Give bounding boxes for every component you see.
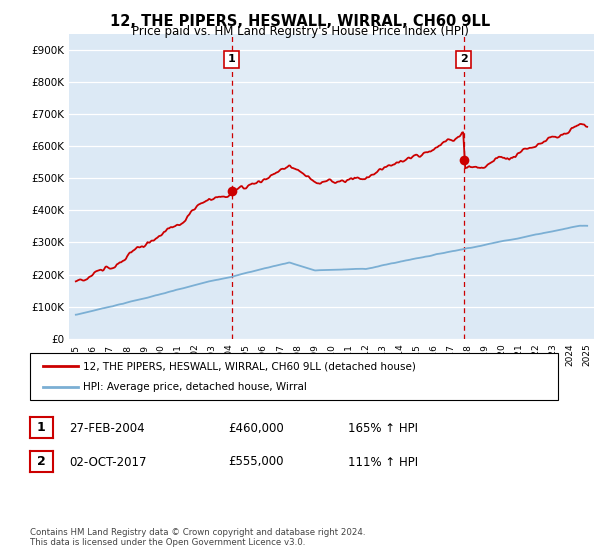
Text: 2: 2: [460, 54, 467, 64]
Bar: [232, 34, 464, 339]
Text: £460,000: £460,000: [228, 422, 284, 435]
Text: 165% ↑ HPI: 165% ↑ HPI: [348, 422, 418, 435]
Text: 12, THE PIPERS, HESWALL, WIRRAL, CH60 9LL: 12, THE PIPERS, HESWALL, WIRRAL, CH60 9L…: [110, 14, 490, 29]
Text: 27-FEB-2004: 27-FEB-2004: [69, 422, 145, 435]
Text: Price paid vs. HM Land Registry's House Price Index (HPI): Price paid vs. HM Land Registry's House …: [131, 25, 469, 38]
Text: 1: 1: [228, 54, 236, 64]
Text: HPI: Average price, detached house, Wirral: HPI: Average price, detached house, Wirr…: [83, 382, 307, 392]
Text: £555,000: £555,000: [228, 455, 284, 469]
Text: 02-OCT-2017: 02-OCT-2017: [69, 455, 146, 469]
Text: Contains HM Land Registry data © Crown copyright and database right 2024.
This d: Contains HM Land Registry data © Crown c…: [30, 528, 365, 547]
Text: 1: 1: [37, 421, 46, 435]
Text: 111% ↑ HPI: 111% ↑ HPI: [348, 455, 418, 469]
Text: 2: 2: [37, 455, 46, 468]
Text: 12, THE PIPERS, HESWALL, WIRRAL, CH60 9LL (detached house): 12, THE PIPERS, HESWALL, WIRRAL, CH60 9L…: [83, 361, 416, 371]
FancyBboxPatch shape: [30, 353, 558, 400]
